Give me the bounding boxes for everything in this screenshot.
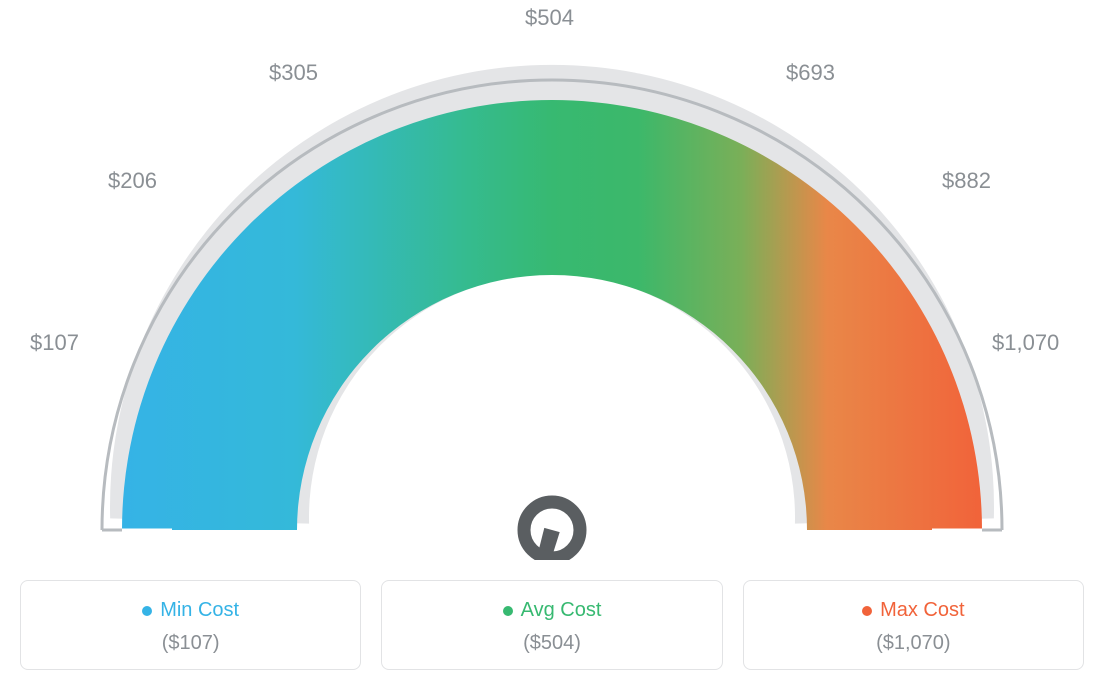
legend-card-min: Min Cost ($107) xyxy=(20,580,361,670)
legend-title-text: Max Cost xyxy=(880,599,964,622)
gauge-svg xyxy=(0,0,1104,560)
dot-icon xyxy=(862,606,872,616)
gauge-tick-label: $882 xyxy=(942,168,991,194)
cost-gauge-chart: { "gauge": { "type": "gauge", "min_value… xyxy=(0,0,1104,690)
legend-title-max: Max Cost xyxy=(862,599,964,622)
gauge-tick-label: $693 xyxy=(786,60,835,86)
gauge-tick-label: $504 xyxy=(525,5,574,31)
gauge-area: $107 $206 $305 $504 $693 $882 $1,070 xyxy=(0,0,1104,560)
legend-card-avg: Avg Cost ($504) xyxy=(381,580,722,670)
legend-value-max: ($1,070) xyxy=(754,632,1073,655)
legend-title-text: Avg Cost xyxy=(521,599,602,622)
gauge-tick-label: $1,070 xyxy=(992,330,1059,356)
legend-value-min: ($107) xyxy=(31,632,350,655)
gauge-color-arc xyxy=(122,100,982,530)
gauge-tick-label: $107 xyxy=(30,330,79,356)
legend-row: Min Cost ($107) Avg Cost ($504) Max Cost ($1,… xyxy=(0,580,1104,670)
legend-title-avg: Avg Cost xyxy=(503,599,602,622)
legend-value-avg: ($504) xyxy=(392,632,711,655)
legend-title-min: Min Cost xyxy=(142,599,239,622)
gauge-tick-label: $305 xyxy=(269,60,318,86)
dot-icon xyxy=(142,606,152,616)
gauge-tick-label: $206 xyxy=(108,168,157,194)
legend-title-text: Min Cost xyxy=(160,599,239,622)
dot-icon xyxy=(503,606,513,616)
legend-card-max: Max Cost ($1,070) xyxy=(743,580,1084,670)
